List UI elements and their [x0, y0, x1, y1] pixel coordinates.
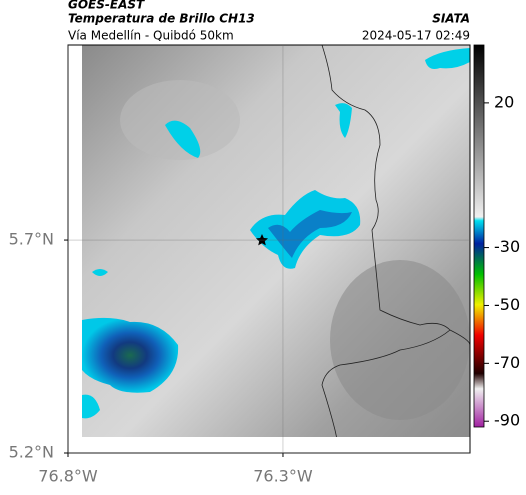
- source: SIATA: [432, 12, 470, 26]
- colorbar-tick-label: -90: [494, 411, 520, 430]
- title: GOES-EAST: [68, 0, 145, 12]
- satellite-image: [82, 45, 470, 453]
- y-tick-label: 5.7°N: [9, 230, 54, 249]
- colorbar: [473, 44, 485, 428]
- x-tick-label: 76.3°W: [253, 467, 313, 486]
- colorbar-tick-label: -30: [494, 237, 520, 256]
- x-tick-label: 76.8°W: [38, 467, 98, 486]
- colorbar-tick-label: -50: [494, 295, 520, 314]
- location-marker: [256, 234, 268, 246]
- region: Vía Medellín - Quibdó 50km: [68, 29, 234, 43]
- colorbar-tick-label: 20: [494, 92, 514, 111]
- timestamp: 2024-05-17 02:49: [362, 29, 470, 43]
- subtitle: Temperatura de Brillo CH13: [68, 12, 255, 26]
- colorbar-tick-label: -70: [494, 353, 520, 372]
- y-tick-label: 5.2°N: [9, 443, 54, 462]
